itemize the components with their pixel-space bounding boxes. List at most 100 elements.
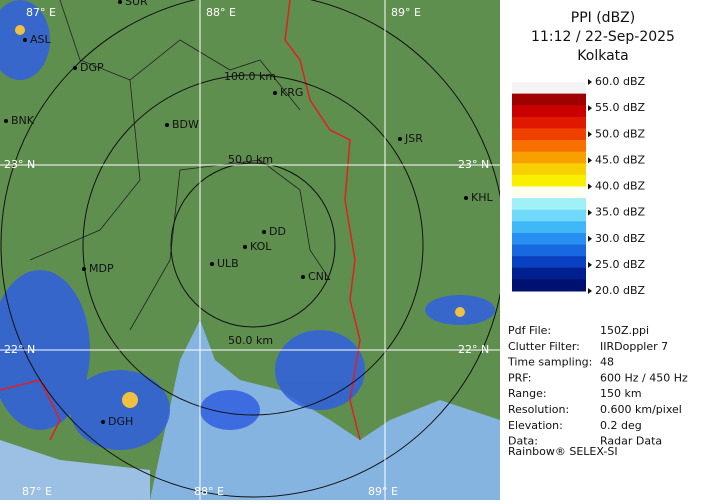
scale-label: 60.0 dBZ [595,75,646,88]
scale-label: 25.0 dBZ [595,258,646,271]
scale-label: 20.0 dBZ [595,284,646,297]
scale-band [512,232,586,246]
city-dot [4,119,8,123]
range-label: 50.0 km [228,334,273,347]
range-rings [0,0,500,498]
scale-label: 30.0 dBZ [595,232,646,245]
grid-label: 88° E [206,6,236,19]
city-label: KRG [280,86,303,99]
scale-band [512,93,586,106]
scale-band [512,209,586,222]
footer: Rainbow® SELEX-SI [508,445,618,458]
map: 88° E 89° E 23° N 23° N 22° N 22° N 87° … [0,0,500,500]
scale-band [512,198,586,211]
scale-arrow [588,131,592,138]
scale-band [512,116,586,129]
range-label: 100.0 km [224,70,276,83]
scale-arrow [588,79,592,85]
cities: SUR ASL DGP BNK BDW KRG JSR KHL DD KOL ULB CNL MDP DG… [4,0,493,428]
scale-arrow [588,183,592,190]
city-label: DD [269,225,286,238]
city-dot [82,267,86,271]
info-value: 0.2 deg [600,419,642,432]
rain-core [15,25,465,408]
city-label: KOL [250,240,272,253]
info-value: 150 km [600,387,642,400]
scale-band [512,186,586,199]
city-dot [262,230,266,234]
scale-band [512,140,586,153]
scale-label: 50.0 dBZ [595,127,646,140]
city-label: CNL [308,270,331,283]
info-key: Data: [508,435,538,448]
city-label: DGH [108,415,133,428]
city-dot [210,262,214,266]
info-value: Radar Data [600,435,662,448]
scale-arrow [588,288,592,294]
info-key: Resolution: [508,403,569,416]
grid-label: 87° E [22,485,52,498]
info-table: Pdf File: 150Z.ppi Clutter Filter: IIRDoppl… [507,324,688,448]
info-value: 150Z.ppi [600,324,649,337]
panel-title: PPI (dBZ) [571,10,635,26]
city-label: BNK [11,114,35,127]
scale-band [512,82,586,95]
scale-band [512,244,586,257]
city-dot [118,0,122,4]
city-dot [301,275,305,279]
scale-arrow [588,209,592,216]
scale-band [512,105,586,118]
city-dot [273,91,277,95]
info-value: 48 [600,356,614,369]
scale-arrow [588,157,592,164]
scale-label: 55.0 dBZ [595,101,646,114]
city-label: BDW [172,118,199,131]
city-dot [243,245,247,249]
city-dot [464,196,468,200]
city-dot [398,137,402,141]
grid-label: 88° E [194,485,224,498]
scale-label: 45.0 dBZ [595,153,646,166]
city-label: JSR [404,132,423,145]
grid-label: 22° N [4,343,35,356]
scale-band [512,174,586,187]
city-label: ASL [30,33,52,46]
info-value: 0.600 km/pixel [600,403,682,416]
city-label: ULB [217,257,239,270]
range-label: 50.0 km [228,153,273,166]
panel-station: Kolkata [577,48,628,64]
scale-arrow [588,235,592,242]
grid-label: 22° N [458,343,489,356]
city-dot [165,123,169,127]
info-value: 600 Hz / 450 Hz [600,371,688,384]
grid-label: 23° N [458,158,489,171]
city-dot [23,38,27,42]
scale-band [512,221,586,234]
districts [29,0,331,331]
scale-label: 40.0 dBZ [595,180,646,193]
grid-label: 23° N [4,158,35,171]
info-key: Elevation: [508,419,563,432]
city-label: DGP [80,61,104,74]
city-dot [101,420,105,424]
city-label: MDP [89,262,114,275]
sea [0,440,150,500]
scale-band [512,256,586,269]
legend: 60.0 dBZ 55.0 dBZ 50.0 dBZ 45.0 dBZ 40.0 dBZ… [512,75,646,297]
scale-arrow [588,261,592,268]
grid-label: 89° E [391,6,421,19]
info-key: Clutter Filter: [508,340,580,353]
scale-band [512,163,586,176]
info-key: Pdf File: [508,324,551,337]
grid-label: 89° E [368,485,398,498]
sea [150,320,500,500]
scale-label: 35.0 dBZ [595,206,646,219]
scale-arrow [588,105,592,112]
city-label: SUR [125,0,148,8]
scale-band [512,151,586,164]
graticule [0,0,500,500]
scale-band [512,128,586,141]
info-key: Time sampling: [507,356,592,369]
info-key: PRF: [508,371,531,384]
